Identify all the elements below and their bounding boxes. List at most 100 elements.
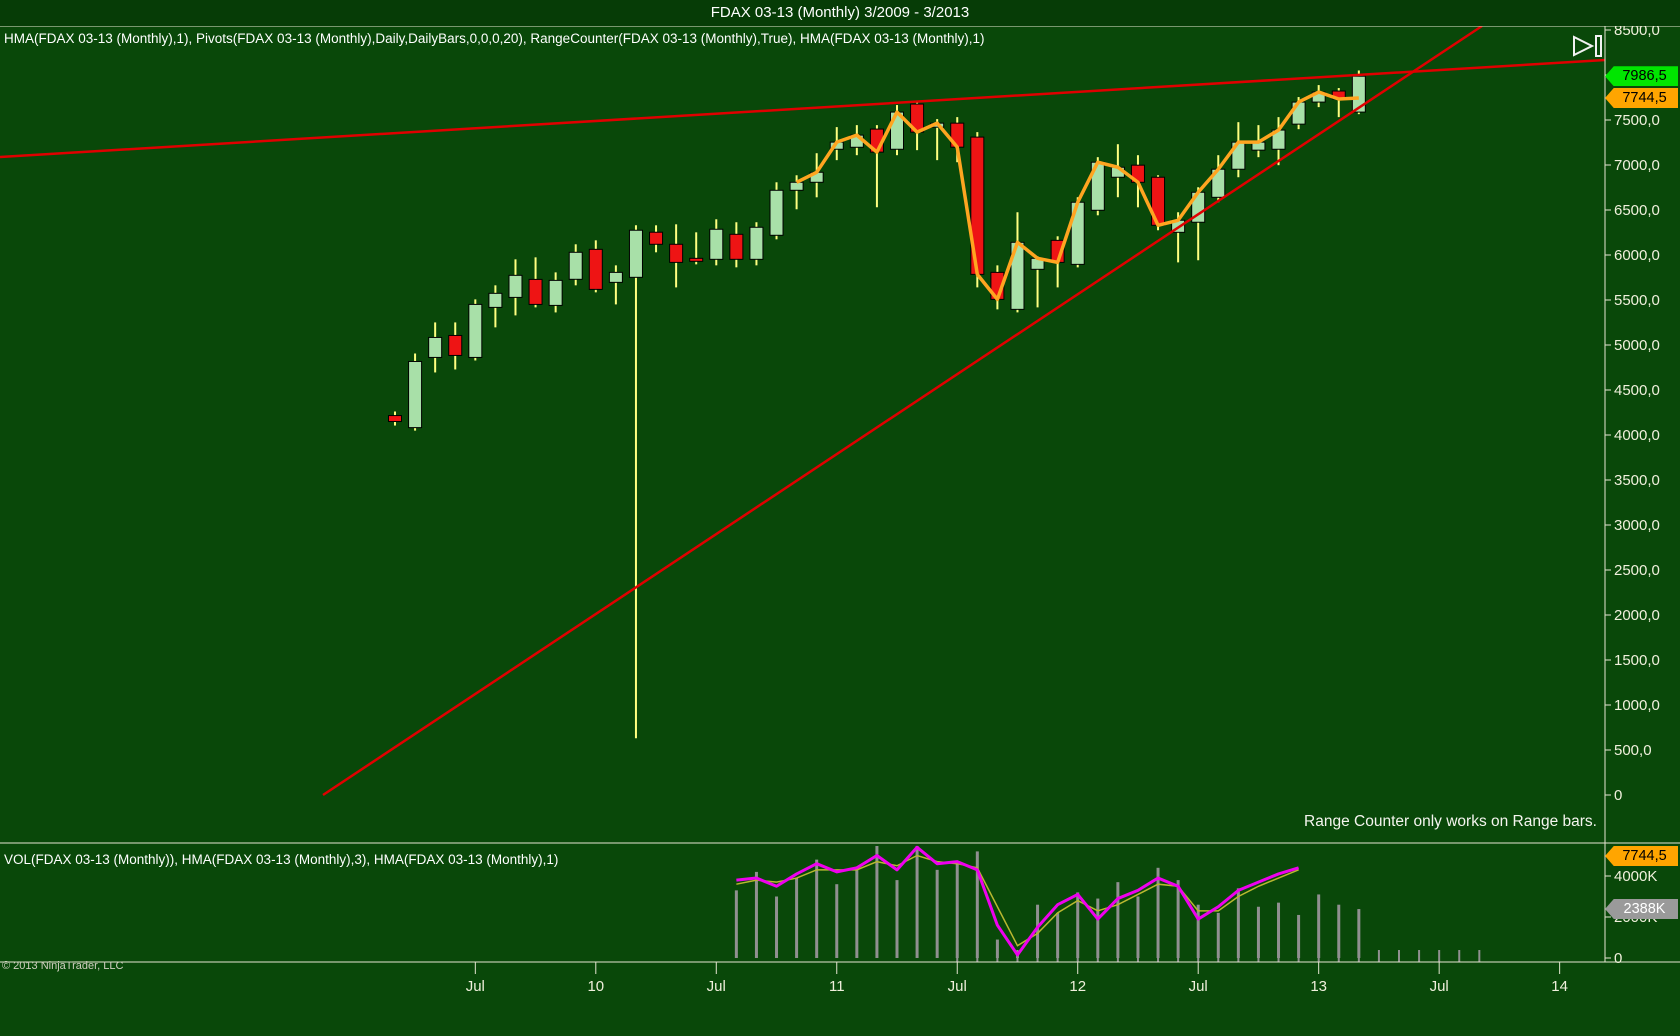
time-axis-label: 12 xyxy=(1069,978,1086,995)
price-hma-line xyxy=(795,90,1359,302)
window-title: FDAX 03-13 (Monthly) 3/2009 - 3/2013 xyxy=(710,4,970,21)
candlestick xyxy=(388,415,402,422)
time-axis-label: Jul xyxy=(1430,978,1449,995)
bar-slot-tick xyxy=(1438,950,1441,962)
price-axis-label: 500,0 xyxy=(1614,742,1652,759)
volume-bar xyxy=(1357,909,1361,958)
price-axis-label: 3000,0 xyxy=(1614,517,1660,534)
volume-axis-label: 4000K xyxy=(1614,868,1657,885)
window-title-bar: FDAX 03-13 (Monthly) 3/2009 - 3/2013 xyxy=(0,0,1680,26)
volume-bar xyxy=(935,869,939,958)
time-axis-label: Jul xyxy=(466,978,485,995)
time-axis-label: 14 xyxy=(1551,978,1568,995)
bar-slot-tick xyxy=(1458,950,1461,962)
time-axis-label: Jul xyxy=(948,978,967,995)
price-panel-indicator-label: HMA(FDAX 03-13 (Monthly),1), Pivots(FDAX… xyxy=(4,31,985,46)
price-axis-label: 2500,0 xyxy=(1614,562,1660,579)
time-axis-label: 13 xyxy=(1310,978,1327,995)
volume-bar xyxy=(1256,906,1260,958)
volume-axis-label: 0 xyxy=(1614,950,1622,967)
price-axis-label: 4500,0 xyxy=(1614,382,1660,399)
volume-bar xyxy=(1317,894,1321,958)
volume-bar xyxy=(754,871,758,958)
volume-bar xyxy=(1036,904,1040,958)
volume-bar xyxy=(1116,882,1120,958)
bar-slot-tick xyxy=(1478,950,1481,962)
volume-bar xyxy=(1076,892,1080,958)
bar-slot-tick xyxy=(1418,950,1421,962)
volume-bar xyxy=(795,878,799,958)
candlestick xyxy=(769,189,784,236)
price-axis-label: 1000,0 xyxy=(1614,697,1660,714)
price-axis-label: 2000,0 xyxy=(1614,607,1660,624)
volume-bar xyxy=(775,896,779,958)
candlestick xyxy=(608,271,623,283)
trendline xyxy=(0,58,1606,159)
volume-bar xyxy=(855,867,859,958)
candlestick xyxy=(749,226,764,260)
volume-bar xyxy=(955,863,959,958)
last-price-marker: 7986,5 xyxy=(1605,66,1678,87)
candlestick xyxy=(408,360,423,429)
volume-bar xyxy=(1236,888,1240,958)
price-axis-label: 5500,0 xyxy=(1614,292,1660,309)
price-axis-label: 5000,0 xyxy=(1614,337,1660,354)
price-axis-label: 7000,0 xyxy=(1614,157,1660,174)
price-axis-label: 6000,0 xyxy=(1614,247,1660,264)
volume-bar xyxy=(1136,896,1140,958)
candlestick xyxy=(428,336,443,358)
candlestick xyxy=(448,334,463,356)
volume-bar xyxy=(1156,867,1160,958)
candlestick xyxy=(588,248,603,290)
volume-panel-hma-marker: 7744,5 xyxy=(1605,846,1678,866)
time-axis-label: 11 xyxy=(829,978,845,995)
volume-bar xyxy=(895,880,899,958)
candlestick xyxy=(689,257,704,262)
candlestick xyxy=(628,229,643,278)
volume-bar xyxy=(1096,898,1100,958)
candlestick xyxy=(1351,75,1366,113)
volume-bar xyxy=(915,846,919,958)
candlestick xyxy=(548,279,563,306)
volume-bar xyxy=(1297,914,1301,958)
candlestick xyxy=(528,278,543,305)
time-axis-label: Jul xyxy=(707,978,726,995)
candlestick xyxy=(1291,101,1306,125)
price-axis-label: 4000,0 xyxy=(1614,427,1660,444)
candlestick xyxy=(568,251,583,280)
candlestick xyxy=(789,181,804,191)
range-counter-note: Range Counter only works on Range bars. xyxy=(1304,813,1597,830)
volume-hma-fast-line xyxy=(736,845,1300,957)
volume-bar xyxy=(734,890,738,958)
volume-bar xyxy=(995,939,999,958)
time-axis-label: 10 xyxy=(587,978,604,995)
volume-bar xyxy=(875,846,879,958)
price-axis-label: 3500,0 xyxy=(1614,472,1660,489)
volume-bar xyxy=(1337,904,1341,958)
volume-bar xyxy=(815,859,819,958)
price-axis-label: 1500,0 xyxy=(1614,652,1660,669)
volume-bar xyxy=(975,851,979,958)
price-axis-label: 0 xyxy=(1614,787,1622,804)
bar-slot-tick xyxy=(1398,950,1400,962)
bar-slot-tick xyxy=(1377,950,1380,962)
candlestick xyxy=(508,274,523,298)
volume-bar xyxy=(835,884,839,958)
candlestick xyxy=(468,303,483,358)
candlestick xyxy=(709,228,724,260)
copyright-label: © 2013 NinjaTrader, LLC xyxy=(2,960,124,972)
candlestick xyxy=(649,231,664,245)
price-axis-label: 8500,0 xyxy=(1614,22,1660,39)
candlestick xyxy=(488,292,503,308)
candlestick xyxy=(729,233,744,260)
volume-bar xyxy=(1056,912,1060,958)
price-hma-marker: 7744,5 xyxy=(1605,87,1678,108)
candlestick xyxy=(669,243,684,263)
time-axis-label: Jul xyxy=(1189,978,1208,995)
go-to-last-bar-icon[interactable] xyxy=(1570,34,1604,60)
volume-bar xyxy=(1277,902,1281,958)
price-axis-label: 7500,0 xyxy=(1614,112,1660,129)
